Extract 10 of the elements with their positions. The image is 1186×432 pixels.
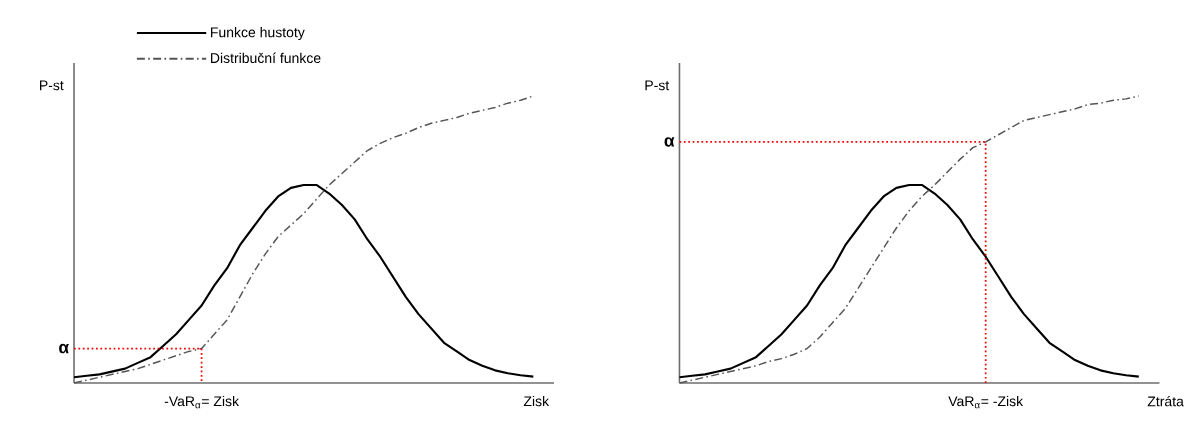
x-axis-title: Zisk xyxy=(523,395,550,407)
y-axis-title: P-st xyxy=(645,80,670,91)
legend-label: Funkce hustoty xyxy=(211,27,305,41)
x-axis-title: Ztráta xyxy=(1147,395,1184,407)
ref-line-label: α xyxy=(664,137,675,147)
text: -VaR$_{α}$= Zisk xyxy=(164,395,240,409)
text: VaR$_{α}$= -Zisk xyxy=(948,395,1024,409)
legend-label: Distribuční funkce xyxy=(211,52,321,64)
y-axis-title: P-st xyxy=(40,80,64,91)
ref-line-label: α xyxy=(59,343,69,354)
